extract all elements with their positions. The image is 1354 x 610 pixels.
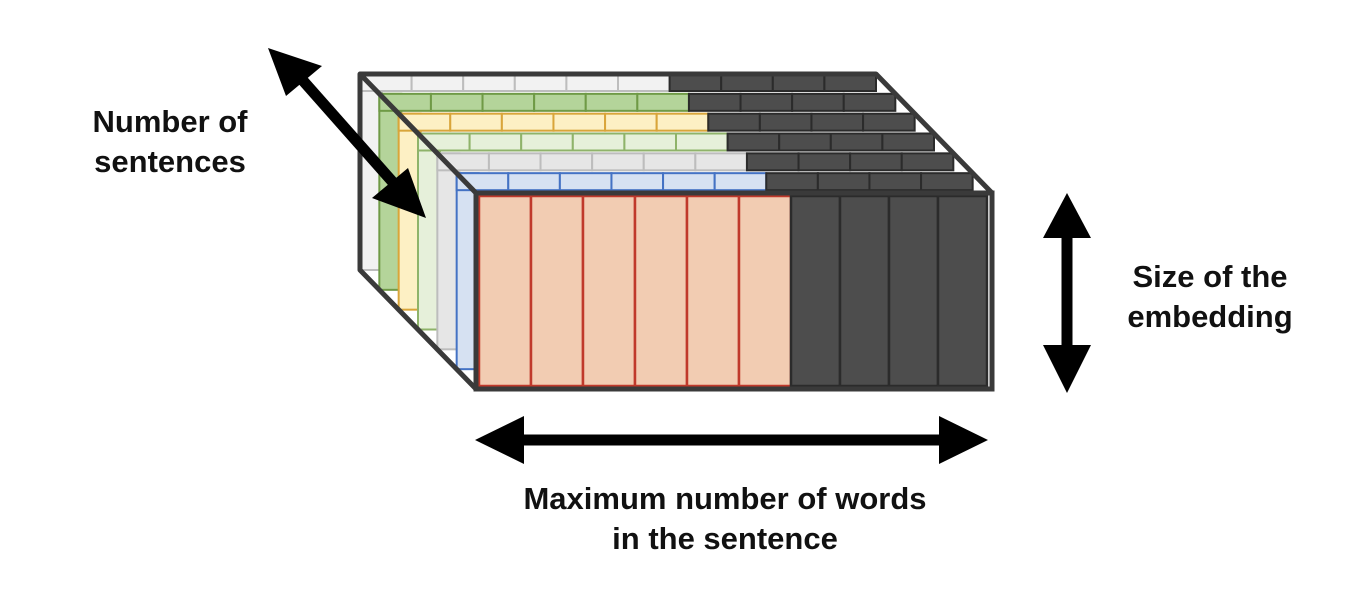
layer-word-cell (713, 172, 768, 192)
layer-padding-cell (797, 152, 852, 172)
word-embedding-cell (529, 194, 585, 388)
layer-padding-cell (900, 152, 955, 172)
sentences-arrow-head-top (268, 48, 322, 96)
layer-word-cell (449, 112, 503, 132)
layer-padding-cell (791, 92, 845, 112)
layer-word-cell (520, 132, 574, 152)
layer-padding-cell (687, 92, 742, 112)
layer-word-cell (584, 92, 639, 112)
layer-padding-cell (758, 112, 813, 132)
layer-padding-cell (829, 132, 884, 152)
layer-word-cell (539, 152, 594, 172)
layer-padding-cell (823, 73, 878, 92)
sentences-arrow-shaft (293, 71, 403, 192)
layer-word-cell (429, 92, 484, 112)
word-embedding-cell (477, 194, 533, 388)
padding-cell (838, 194, 891, 388)
max-words-label: Maximum number of words in the sentence (523, 481, 927, 556)
layer-word-cell (552, 112, 607, 132)
layer-word-cell (558, 172, 613, 192)
padding-cell (789, 194, 842, 388)
layer-padding-cell (771, 73, 826, 92)
layer-word-cell (462, 73, 516, 92)
layer-padding-cell (849, 152, 903, 172)
layer-word-cell (694, 152, 748, 172)
layer-padding-cell (739, 92, 794, 112)
words-arrow-head-right (939, 416, 988, 464)
layer-word-cell (655, 112, 710, 132)
layer-padding-cell (862, 112, 916, 132)
layer-padding-cell (868, 172, 923, 192)
number-of-sentences-label: Number of sentences (92, 104, 248, 179)
layer-word-cell (610, 172, 665, 192)
layer-word-cell (642, 152, 697, 172)
word-embedding-cell (737, 194, 793, 388)
layer-word-cell (487, 152, 542, 172)
layer-padding-cell (881, 132, 936, 152)
layer-word-cell (623, 132, 678, 152)
embedding-arrow-head-bottom (1043, 345, 1091, 393)
layer-padding-cell (668, 73, 723, 92)
layer-padding-cell (707, 112, 761, 132)
sentence-layer-1 (359, 73, 878, 271)
layer-word-cell (500, 112, 555, 132)
layer-word-cell (662, 172, 716, 192)
sentence-layer-5 (436, 152, 955, 351)
layer-word-cell (565, 73, 620, 92)
layer-word-cell (675, 132, 729, 152)
size-of-embedding-label: Size of the embedding (1127, 259, 1293, 334)
layer-padding-cell (816, 172, 871, 192)
layer-word-cell (571, 132, 626, 152)
words-arrow-head-left (475, 416, 524, 464)
layer-word-cell (604, 112, 658, 132)
sentences-arrow-head-bottom (372, 168, 426, 218)
word-embedding-cell (581, 194, 637, 388)
layer-word-cell (507, 172, 561, 192)
layer-padding-cell (920, 172, 974, 192)
front-sentence-face (473, 190, 995, 392)
layer-padding-cell (765, 172, 819, 192)
padding-cell (936, 194, 989, 388)
layer-word-cell (617, 73, 671, 92)
layer-word-cell (533, 92, 587, 112)
layer-word-cell (481, 92, 536, 112)
front-face-border (473, 190, 995, 392)
layer-word-cell (636, 92, 690, 112)
layer-padding-cell (810, 112, 865, 132)
layer-padding-cell (842, 92, 897, 112)
layer-word-cell (410, 73, 465, 92)
layer-padding-cell (778, 132, 832, 152)
layer-padding-cell (720, 73, 774, 92)
layer-word-cell (513, 73, 568, 92)
layer-padding-cell (726, 132, 781, 152)
layer-word-cell (591, 152, 645, 172)
layer-padding-cell (745, 152, 800, 172)
dimension-arrows (268, 48, 1091, 464)
embedding-arrow-head-top (1043, 193, 1091, 238)
word-embedding-cell (685, 194, 741, 388)
word-embedding-cell (633, 194, 689, 388)
layer-word-cell (468, 132, 523, 152)
padding-cell (887, 194, 940, 388)
